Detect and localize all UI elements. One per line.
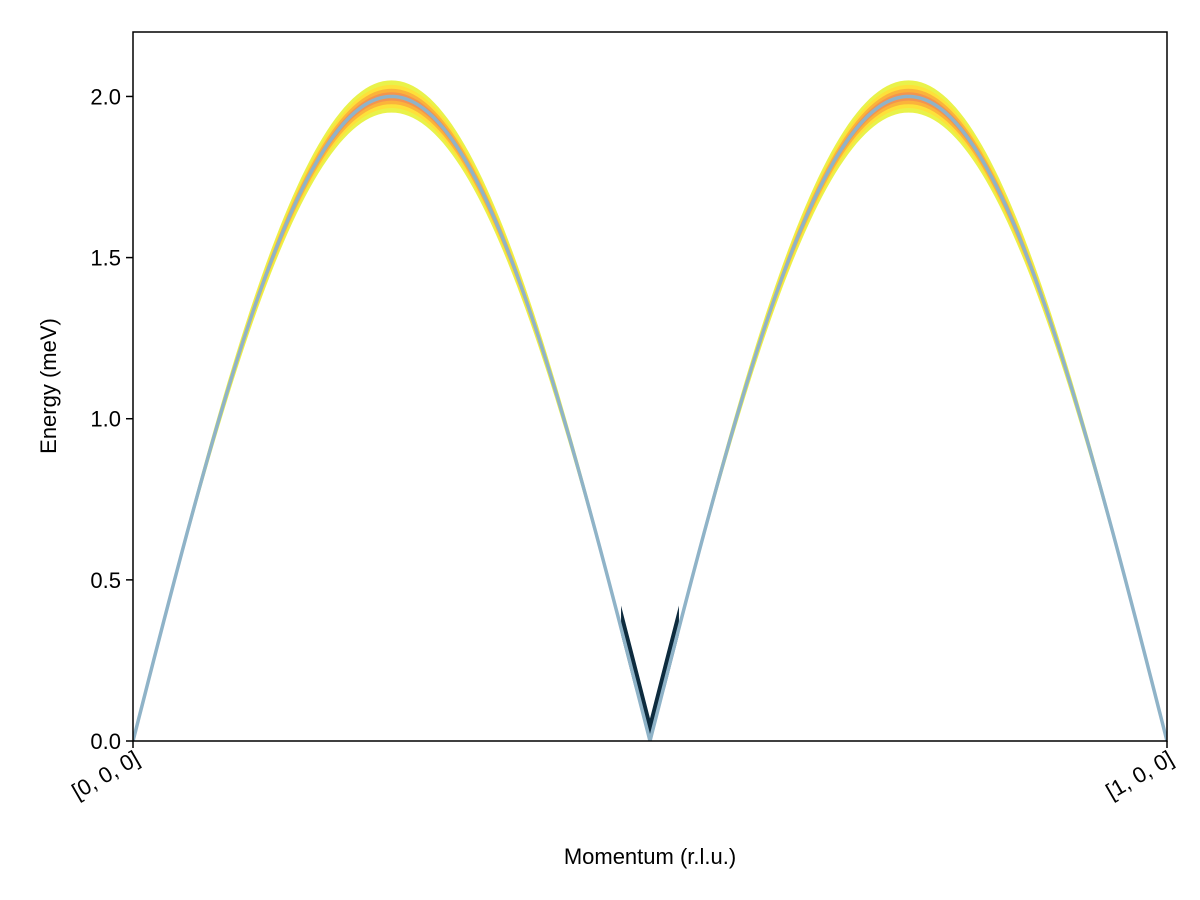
- dispersion-line: [133, 94, 1167, 741]
- plot-frame: [132, 31, 1168, 742]
- dispersion-point: [286, 218, 290, 221]
- dispersion-point: [1062, 360, 1065, 364]
- y-tick-label: 2.0: [90, 84, 121, 109]
- plot-background: [133, 32, 1167, 741]
- dispersion-layer: [133, 94, 1167, 741]
- dispersion-point: [545, 360, 548, 364]
- dispersion-point: [855, 126, 859, 130]
- dispersion-point: [752, 360, 755, 364]
- dispersion-point: [493, 218, 497, 221]
- dispersion-point: [1113, 540, 1117, 544]
- dispersion-point: [183, 540, 187, 544]
- x-axis: [0, 0, 0] [1, 0, 0]: [67, 741, 1178, 804]
- dispersion-point: [235, 360, 238, 364]
- dispersion-point: [338, 126, 342, 130]
- dispersion-point: [700, 540, 704, 544]
- dispersion-point: [441, 126, 445, 130]
- y-tick-label: 1.0: [90, 407, 121, 432]
- dispersion-point: [958, 126, 962, 130]
- dispersion-point: [596, 540, 600, 544]
- dispersion-point: [390, 95, 393, 98]
- dispersion-point: [1010, 218, 1014, 221]
- y-tick-label: 0.0: [90, 729, 121, 754]
- x-tick-label: [1, 0, 0]: [1101, 746, 1177, 804]
- x-tick-label: [0, 0, 0]: [67, 746, 143, 804]
- y-axis: 0.0 0.5 1.0 1.5 2.0: [90, 84, 133, 754]
- dispersion-point: [803, 218, 807, 221]
- dispersion-point: [907, 95, 910, 98]
- y-axis-label: Energy (meV): [36, 318, 61, 454]
- y-tick-label: 0.5: [90, 568, 121, 593]
- y-tick-label: 1.5: [90, 246, 121, 271]
- x-axis-label: Momentum (r.l.u.): [564, 844, 736, 869]
